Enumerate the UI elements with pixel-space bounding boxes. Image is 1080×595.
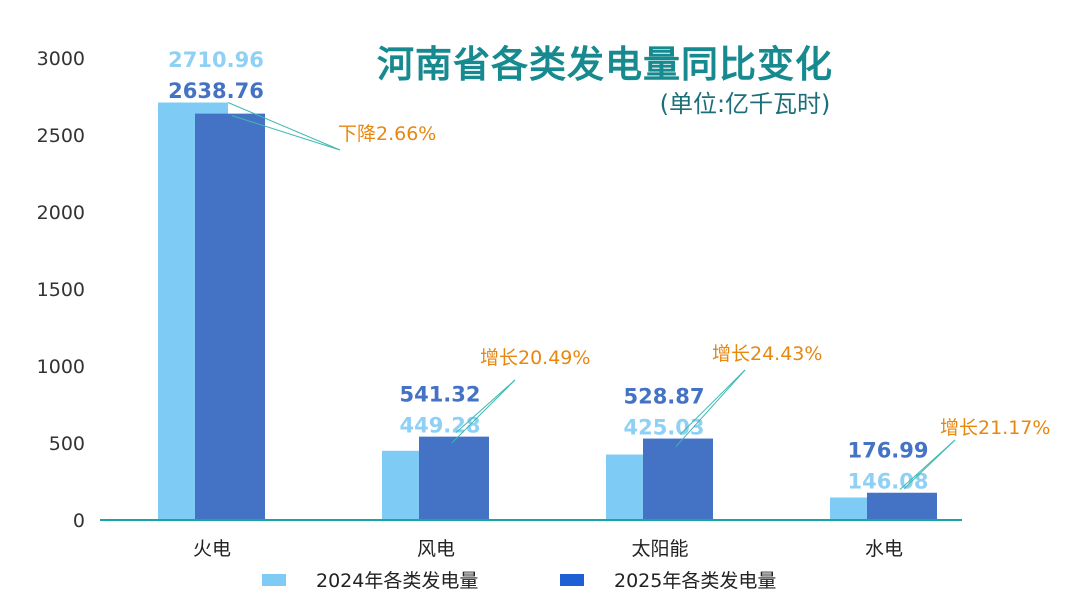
y-tick-label: 500 xyxy=(49,433,85,455)
y-tick-label: 3000 xyxy=(37,48,85,70)
value-label-2024: 449.28 xyxy=(399,414,480,438)
annotation-leader-line xyxy=(455,379,516,434)
change-label: 增长20.49% xyxy=(480,347,590,369)
change-label: 增长21.17% xyxy=(940,417,1050,439)
annotation-leader-line xyxy=(451,379,516,444)
legend-swatch-2024 xyxy=(262,573,286,586)
chart-title: 河南省各类发电量同比变化 xyxy=(377,43,833,86)
value-label-2024: 425.03 xyxy=(623,416,704,440)
annotation-leader-line xyxy=(227,102,341,151)
x-tick-label: 火电 xyxy=(193,538,231,560)
value-label-2024: 146.08 xyxy=(847,470,928,494)
bar-2025 xyxy=(419,436,489,520)
value-label-2025: 541.32 xyxy=(399,383,480,407)
y-tick-label: 1500 xyxy=(37,279,85,301)
bar-2025 xyxy=(643,438,713,520)
y-tick-label: 0 xyxy=(73,510,85,532)
value-label-2025: 176.99 xyxy=(847,439,928,463)
annotation-leader-line xyxy=(231,115,341,151)
value-label-2025: 528.87 xyxy=(623,385,704,409)
legend-label-2024: 2024年各类发电量 xyxy=(316,570,479,592)
legend-item-2025: 2025年各类发电量 xyxy=(560,566,776,593)
x-tick-label: 水电 xyxy=(865,538,903,560)
x-tick-label: 风电 xyxy=(417,538,455,560)
legend-label-2025: 2025年各类发电量 xyxy=(614,570,777,592)
legend-item-2024: 2024年各类发电量 xyxy=(262,566,478,593)
chart-subtitle: (单位:亿千瓦时) xyxy=(659,90,831,118)
change-label: 下降2.66% xyxy=(338,123,436,145)
value-label-2024: 2710.96 xyxy=(168,48,264,72)
y-tick-label: 2500 xyxy=(37,125,85,147)
annotation-leader-line xyxy=(903,439,956,490)
annotation-leader-line xyxy=(675,369,746,447)
y-tick-label: 1000 xyxy=(37,356,85,378)
y-tick-label: 2000 xyxy=(37,202,85,224)
bar-2025 xyxy=(195,113,265,521)
change-label: 增长24.43% xyxy=(712,343,822,365)
x-tick-label: 太阳能 xyxy=(631,538,688,560)
annotation-leader-line xyxy=(679,369,746,435)
bar-2025 xyxy=(867,492,937,520)
value-label-2025: 2638.76 xyxy=(168,79,264,103)
legend-swatch-2025 xyxy=(560,573,584,586)
